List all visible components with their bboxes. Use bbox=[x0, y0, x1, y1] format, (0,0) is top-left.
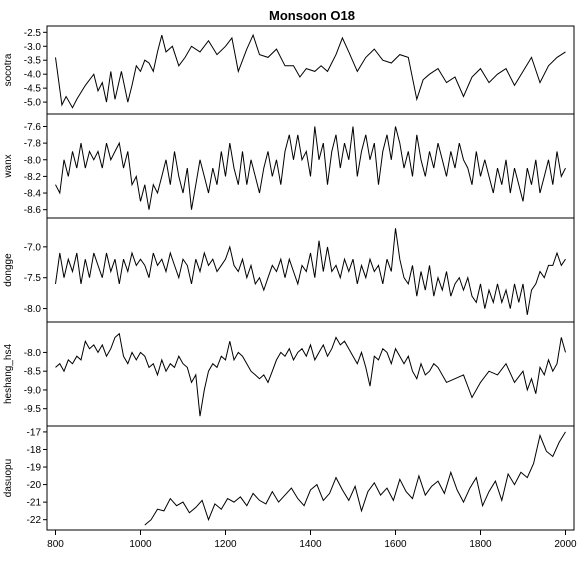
panel-label-dongge: dongge bbox=[3, 253, 14, 287]
y-tick-label: -7.0 bbox=[24, 242, 42, 253]
x-tick-label: 1800 bbox=[469, 539, 492, 550]
x-tick-label: 1600 bbox=[384, 539, 407, 550]
y-tick-label: -7.8 bbox=[24, 139, 42, 150]
y-tick-label: -9.5 bbox=[24, 404, 42, 415]
panel-wanx: -7.6 -7.8 -8.0 -8.2 -8.4 -8.6 wanx bbox=[3, 113, 575, 219]
y-tick-label: -8.0 bbox=[24, 304, 42, 315]
y-tick-label: -9.0 bbox=[24, 385, 42, 396]
y-tick-label: -8.0 bbox=[24, 348, 42, 359]
y-tick-label: -7.6 bbox=[24, 122, 42, 133]
panels-group: -2.5-3.0-3.5-4.0-4.5-5.0socotra-7.6-7.8-… bbox=[3, 25, 575, 531]
y-tick-label: -18 bbox=[27, 445, 42, 456]
panel-frame bbox=[46, 425, 575, 531]
panel-label-dasuopu: dasuopu bbox=[3, 459, 14, 497]
y-tick-label: -5.0 bbox=[24, 98, 42, 109]
x-tick-label: 1200 bbox=[214, 539, 237, 550]
series-line-dongge bbox=[55, 228, 566, 315]
series-line-wanx bbox=[55, 126, 566, 210]
panel-frame bbox=[46, 217, 575, 323]
x-tick-label: 1400 bbox=[299, 539, 322, 550]
series-line-heshang_hs4 bbox=[55, 332, 566, 417]
y-tick-label: -7.5 bbox=[24, 273, 42, 284]
series-line-dasuopu bbox=[144, 431, 566, 526]
y-tick-label: -4.0 bbox=[24, 70, 42, 81]
x-tick-label: 2000 bbox=[554, 539, 577, 550]
y-tick-label: -8.4 bbox=[24, 189, 42, 200]
y-tick-label: -2.5 bbox=[24, 28, 42, 39]
y-tick-label: -22 bbox=[27, 515, 42, 526]
series-line-socotra bbox=[55, 33, 566, 109]
x-tick-label: 1000 bbox=[129, 539, 152, 550]
panel-dasuopu: -17 -18 -19 -20 -21 -22 dasuopu bbox=[3, 425, 575, 531]
y-tick-label: -20 bbox=[27, 480, 42, 491]
panel-label-socotra: socotra bbox=[3, 53, 14, 86]
y-tick-label: -17 bbox=[27, 427, 42, 438]
y-tick-label: -19 bbox=[27, 463, 42, 474]
panel-label-heshang_hs4: heshang_hs4 bbox=[3, 344, 14, 404]
panel-frame bbox=[46, 113, 575, 219]
panel-socotra: -2.5 -3.0 -3.5 -4.0 -4.5 -5.0 socotra bbox=[3, 25, 575, 115]
y-tick-label: -21 bbox=[27, 498, 42, 509]
panel-heshang_hs4: -8.0 -8.5 -9.0 -9.5 heshang_hs4 bbox=[3, 321, 575, 427]
y-tick-label: -4.5 bbox=[24, 84, 42, 95]
y-tick-label: -8.5 bbox=[24, 367, 42, 378]
x-tick-label: 800 bbox=[47, 539, 64, 550]
x-axis: 800 1000 1200 1400 1600 1800 2000 bbox=[47, 530, 577, 550]
panel-label-wanx: wanx bbox=[3, 154, 14, 178]
chart-title: Monsoon O18 bbox=[269, 8, 355, 23]
y-tick-label: -3.5 bbox=[24, 56, 42, 67]
y-tick-label: -8.6 bbox=[24, 205, 42, 216]
panel-dongge: -7.0 -7.5 -8.0 dongge bbox=[3, 217, 575, 323]
y-tick-label: -8.0 bbox=[24, 155, 42, 166]
y-tick-label: -8.2 bbox=[24, 172, 42, 183]
y-tick-label: -3.0 bbox=[24, 42, 42, 53]
